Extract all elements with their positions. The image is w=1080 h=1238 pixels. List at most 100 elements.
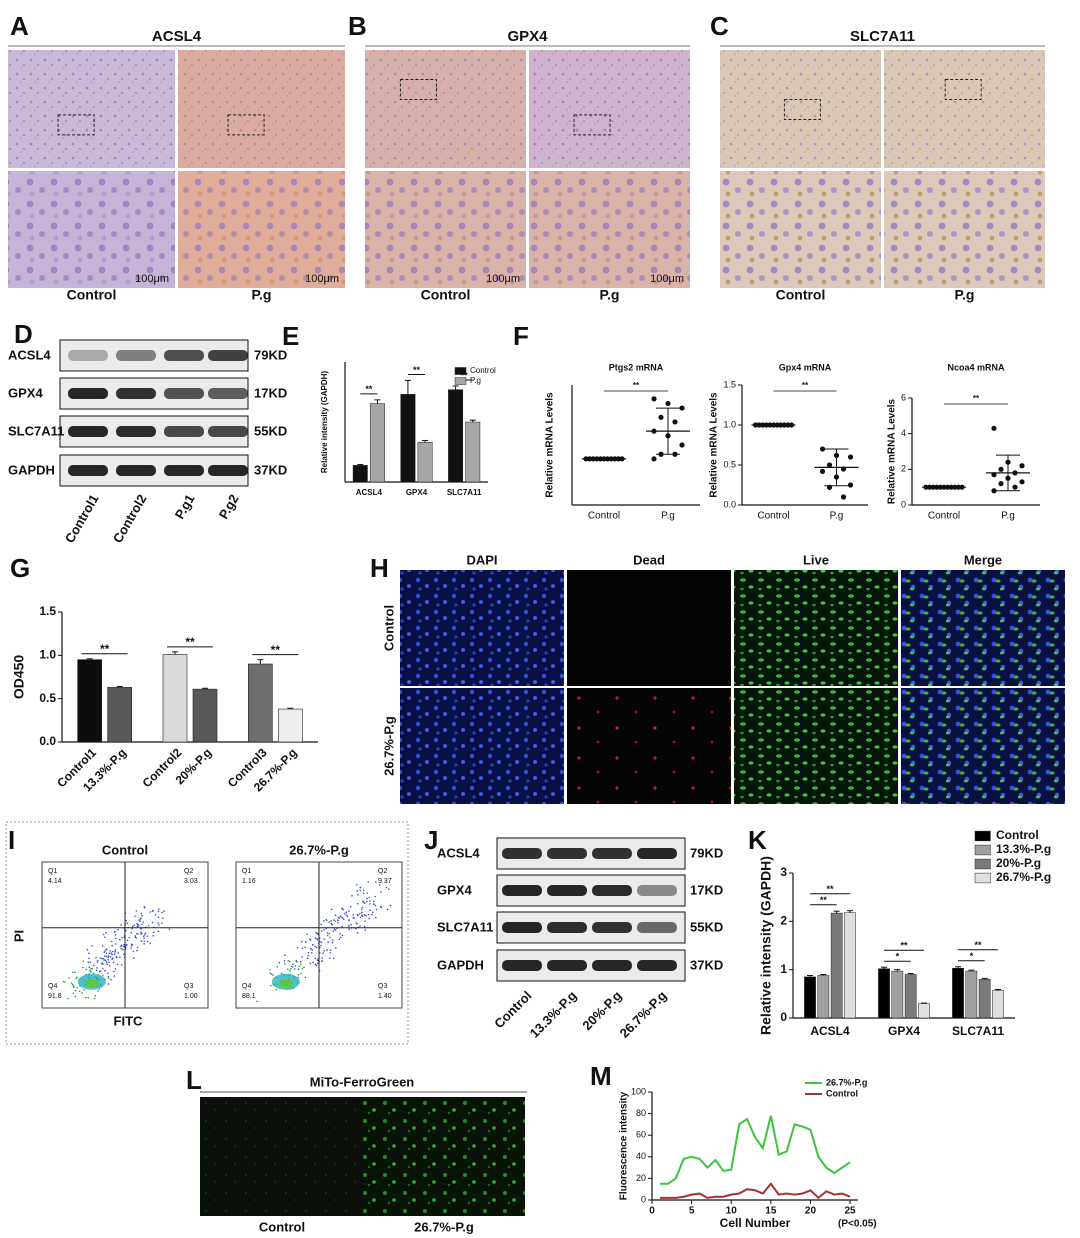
event-dot [339,933,341,935]
panel-letter: I [8,825,15,855]
event-dot [293,968,296,970]
event-dot [94,994,97,997]
significance-label: ** [826,884,834,894]
blot-band [637,848,677,859]
event-dot [336,919,339,921]
blot-band [592,885,632,896]
event-dot [143,937,146,939]
event-dot [341,916,343,919]
micrograph-zoom [178,171,345,288]
event-dot [357,902,359,905]
event-dot [359,925,361,927]
panel-letter: G [10,553,30,583]
event-dot [385,886,388,889]
micrograph-zoom [884,171,1045,288]
kd-label: 55KD [254,423,287,438]
event-dot [287,968,289,970]
event-dot [72,971,74,974]
event-dot [102,967,104,970]
event-dot [133,957,135,959]
event-dot [70,982,73,985]
micrograph-zoom [8,171,175,288]
y-tick-label: 1.0 [39,648,56,662]
event-dot [356,923,359,925]
blot-band [502,960,542,971]
blot-band [68,388,108,399]
event-dot [316,932,319,935]
lane-label: 13.3%-P.g [527,988,580,1041]
event-dot [315,964,318,967]
quadrant-label: Q4 [242,983,251,990]
event-dot [72,985,75,987]
y-axis-label: Relative mRNA Levels [545,392,556,498]
event-dot [342,918,345,920]
event-dot [348,928,351,930]
event-dot [82,960,85,962]
data-point [665,400,671,407]
bar [417,442,433,483]
event-dot [122,945,125,948]
event-dot [90,970,92,973]
event-dot [315,931,317,934]
event-dot [118,938,121,941]
event-dot [149,942,151,945]
event-dot [301,967,304,970]
event-dot [163,910,165,912]
event-dot [120,964,123,966]
blot-band [208,388,248,399]
event-dot [375,908,378,911]
event-dot [366,900,368,903]
event-dot [130,947,132,949]
legend-swatch [974,872,991,884]
event-dot [119,956,121,959]
legend-swatch [974,858,991,870]
event-dot [284,963,286,965]
event-dot [346,915,349,918]
event-dot [307,951,310,954]
event-dot [347,924,350,927]
legend-label: Control [996,828,1039,842]
event-dot [289,970,291,972]
event-dot [111,950,114,953]
event-dot [327,941,329,944]
y-axis-label: Relative mRNA Levels [887,398,898,504]
event-dot [328,957,331,959]
event-dot [142,921,145,923]
plot-title: 26.7%-P.g [289,842,349,857]
event-dot [320,923,322,926]
event-dot [307,954,309,957]
event-dot [107,983,110,985]
y-tick-label: 1.0 [723,419,736,429]
data-point [847,482,854,488]
event-dot [71,983,74,986]
legend-swatch [454,377,467,385]
event-dot [367,881,370,883]
event-dot [107,977,110,979]
event-dot [105,948,108,951]
event-dot [108,964,111,967]
bar [369,403,385,483]
blot-band [637,885,677,896]
event-dot [311,944,314,946]
event-dot [316,962,319,965]
event-dot [141,932,143,935]
group-label: 26.7%-P.g [414,1219,474,1234]
event-dot [330,922,333,925]
event-dot [126,922,129,925]
blot-band [164,350,204,361]
event-dot [357,914,359,917]
significance-label: ** [413,365,421,375]
event-dot [133,924,136,926]
event-dot [78,990,81,993]
event-dot [333,919,335,921]
event-dot [370,913,373,916]
event-dot [132,950,135,953]
event-dot [317,959,319,962]
event-dot [320,941,323,944]
event-dot [95,957,97,959]
event-dot [117,928,119,931]
event-dot [290,967,292,970]
column-label: Merge [964,552,1002,567]
legend-swatch [974,830,991,842]
